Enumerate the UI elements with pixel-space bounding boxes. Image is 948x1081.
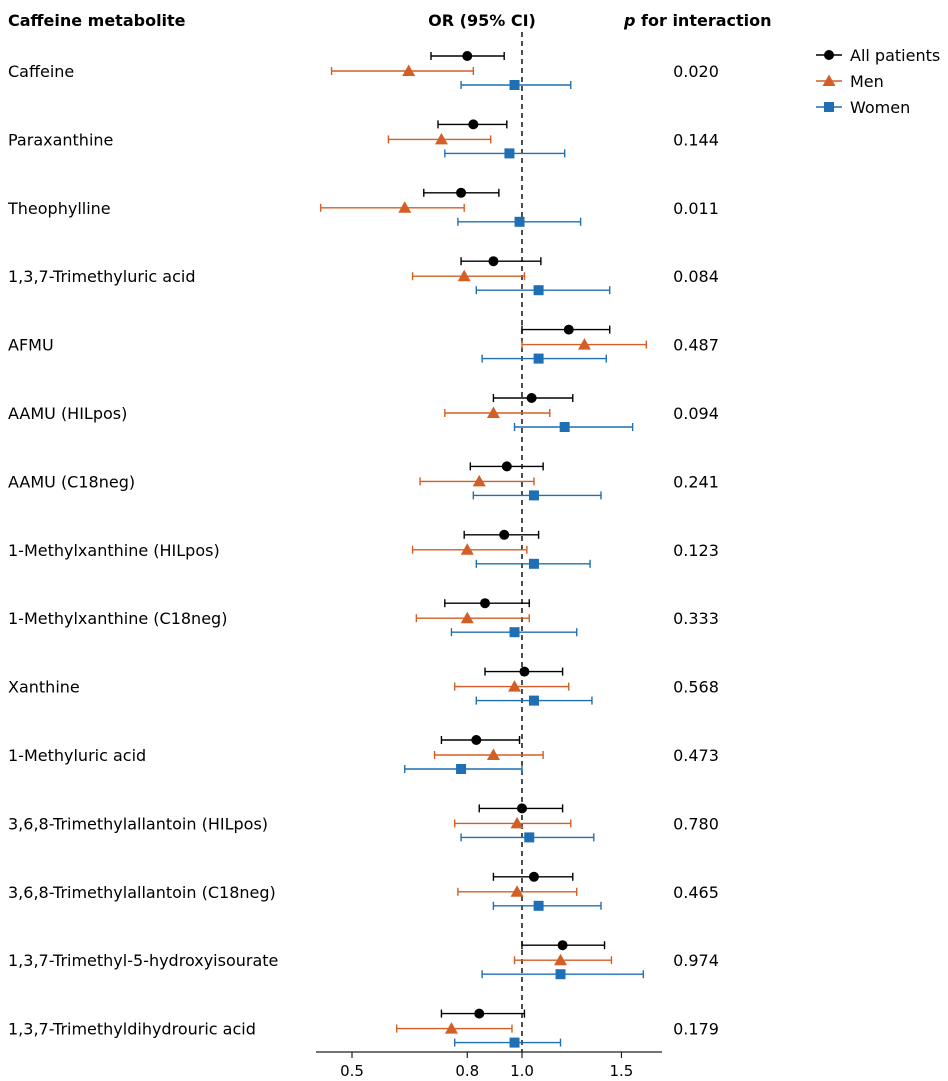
legend-label-all-patients: All patients — [850, 46, 940, 65]
row-label: AAMU (HILpos) — [8, 404, 127, 423]
column-header-p-interaction: p for interaction — [623, 11, 772, 30]
legend: All patients Men Women — [816, 46, 940, 117]
point-estimate-men — [554, 953, 568, 966]
p-interaction-value: 0.465 — [673, 883, 719, 902]
x-tick-label: 0.5 — [340, 1062, 364, 1080]
point-estimate-men — [434, 132, 448, 145]
point-estimate-all-patients — [528, 871, 539, 882]
row-label: 1,3,7-Trimethyl-5-hydroxyisourate — [8, 951, 278, 970]
p-interaction-value: 0.011 — [673, 199, 719, 218]
point-estimate-women — [524, 832, 535, 843]
p-interaction-value: 0.084 — [673, 267, 719, 286]
point-estimate-women — [528, 490, 539, 501]
point-estimate-all-patients — [480, 598, 491, 609]
point-estimate-all-patients — [474, 1008, 485, 1019]
point-estimate-women — [528, 558, 539, 569]
legend-label-men: Men — [850, 72, 884, 91]
point-estimate-women — [555, 969, 566, 980]
point-estimate-all-patients — [557, 940, 568, 951]
point-estimate-women — [504, 148, 515, 159]
p-header-rest: for interaction — [635, 11, 771, 30]
point-estimate-women — [456, 764, 467, 774]
point-estimate-men — [398, 201, 412, 213]
point-estimate-women — [533, 353, 544, 364]
point-estimate-men — [508, 680, 522, 692]
point-estimate-all-patients — [517, 803, 527, 814]
row-label: Caffeine — [8, 62, 74, 81]
point-estimate-women — [509, 627, 520, 638]
point-estimate-all-patients — [501, 461, 512, 472]
point-estimate-all-patients — [519, 666, 530, 677]
point-estimate-men — [472, 474, 486, 487]
row-label: 1,3,7-Trimethyldihydrouric acid — [8, 1020, 256, 1039]
point-estimate-all-patients — [526, 393, 537, 403]
legend-label-women: Women — [850, 98, 910, 117]
x-tick-label: 0.8 — [455, 1062, 479, 1080]
p-interaction-value: 0.241 — [673, 472, 719, 491]
plot-marks: 0.5 0.8 1.0 1.5 Caffeine 0.020 Paraxanthine 0.1… — [7, 32, 719, 1080]
point-estimate-men — [457, 269, 471, 282]
row-label: Xanthine — [8, 678, 80, 697]
point-estimate-all-patients — [462, 51, 473, 61]
p-interaction-value: 0.020 — [673, 62, 719, 81]
x-tick-label: 1.5 — [610, 1062, 634, 1080]
legend-marker-men — [822, 74, 836, 86]
point-estimate-women — [533, 285, 544, 296]
point-estimate-all-patients — [471, 735, 482, 745]
p-interaction-value: 0.123 — [673, 541, 719, 560]
legend-marker-all-patients — [824, 50, 834, 60]
point-estimate-all-patients — [488, 256, 499, 267]
row-label: 3,6,8-Trimethylallantoin (C18neg) — [8, 883, 276, 902]
p-interaction-value: 0.473 — [673, 746, 719, 765]
row-label: Theophylline — [7, 199, 111, 218]
point-estimate-all-patients — [456, 187, 467, 198]
point-estimate-men — [402, 64, 416, 76]
row-label: Paraxanthine — [8, 130, 113, 149]
point-estimate-men — [510, 816, 524, 829]
row-label: 1,3,7-Trimethyluric acid — [8, 267, 195, 286]
point-estimate-men — [460, 543, 474, 555]
legend-marker-women — [824, 102, 834, 112]
x-tick-label: 1.0 — [510, 1062, 534, 1080]
point-estimate-women — [509, 80, 520, 90]
point-estimate-women — [533, 900, 544, 911]
point-estimate-all-patients — [563, 324, 574, 335]
point-estimate-men — [444, 1022, 458, 1034]
point-estimate-men — [486, 748, 500, 760]
p-interaction-value: 0.333 — [673, 609, 719, 628]
p-interaction-value: 0.179 — [673, 1020, 719, 1039]
point-estimate-women — [559, 422, 570, 432]
row-label: AFMU — [8, 336, 54, 355]
p-interaction-value: 0.568 — [673, 678, 719, 697]
point-estimate-women — [509, 1037, 520, 1048]
point-estimate-women — [528, 695, 539, 706]
row-label: 3,6,8-Trimethylallantoin (HILpos) — [8, 814, 268, 833]
point-estimate-men — [577, 338, 591, 350]
point-estimate-women — [514, 216, 525, 227]
column-header-metabolite: Caffeine metabolite — [8, 11, 186, 30]
column-header-or: OR (95% CI) — [428, 11, 536, 30]
point-estimate-all-patients — [499, 529, 510, 540]
point-estimate-men — [510, 885, 524, 897]
point-estimate-all-patients — [468, 119, 479, 130]
row-label: 1-Methyluric acid — [8, 746, 146, 765]
p-interaction-value: 0.974 — [673, 951, 719, 970]
row-label: 1-Methylxanthine (C18neg) — [8, 609, 227, 628]
p-interaction-value: 0.094 — [673, 404, 719, 423]
point-estimate-men — [486, 406, 500, 418]
point-estimate-men — [460, 611, 474, 624]
p-interaction-value: 0.487 — [673, 336, 719, 355]
p-interaction-value: 0.144 — [673, 130, 719, 149]
row-label: 1-Methylxanthine (HILpos) — [8, 541, 220, 560]
row-label: AAMU (C18neg) — [8, 472, 135, 491]
p-interaction-value: 0.780 — [673, 814, 719, 833]
p-italic: p — [623, 11, 635, 30]
